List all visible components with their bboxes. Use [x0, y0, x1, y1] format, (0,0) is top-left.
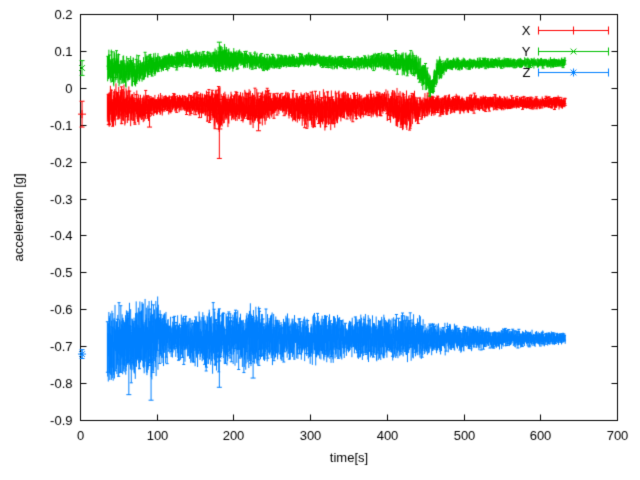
chart-canvas	[0, 0, 640, 480]
acceleration-time-chart	[0, 0, 640, 480]
